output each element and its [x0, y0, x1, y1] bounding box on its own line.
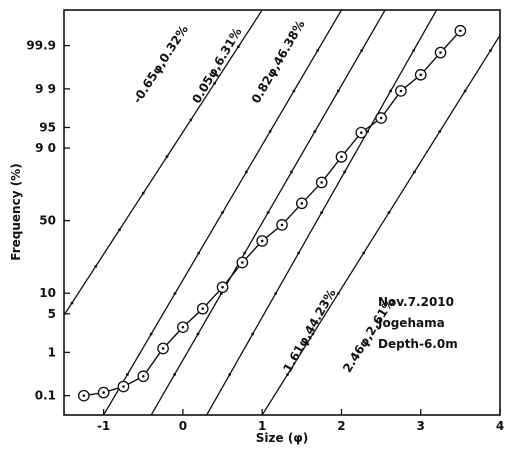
y-tick-label: 1	[48, 345, 56, 359]
component-label-1: -0.65φ,0.32%	[130, 23, 191, 106]
component-dot	[362, 251, 366, 255]
component-dot	[94, 264, 98, 268]
x-tick-label: 1	[258, 419, 266, 433]
x-tick-label: 3	[417, 419, 425, 433]
site-annotation: Nov.7.2010 Jogehama Depth-6.0m	[377, 295, 458, 351]
measured-point-center	[221, 285, 224, 289]
measured-point-center	[241, 261, 244, 264]
y-tick-label: 9 9	[35, 82, 56, 96]
component-dot	[118, 228, 121, 232]
measured-point-center	[459, 29, 462, 33]
x-axis-title: Size (φ)	[256, 431, 308, 445]
measured-point-center	[102, 391, 105, 394]
component-dot	[237, 45, 240, 49]
component-dot	[290, 170, 293, 174]
component-dot	[228, 373, 232, 376]
component-dot	[196, 332, 200, 336]
measured-point-center	[340, 155, 343, 159]
annotation-date: Nov.7.2010	[378, 295, 454, 309]
component-dot	[336, 292, 340, 295]
component-dot	[251, 332, 255, 336]
x-tick-label: -1	[97, 419, 110, 433]
x-tick-label: 4	[496, 419, 504, 433]
component-label-3: 0.82φ,46.38%	[249, 18, 308, 106]
y-tick-label: 10	[39, 286, 56, 300]
component-dot	[197, 251, 201, 255]
component-dot	[438, 130, 442, 133]
measured-point-center	[141, 374, 145, 378]
component-dot	[412, 170, 416, 174]
component-dot	[313, 130, 317, 133]
y-axis-title: Frequency (%)	[9, 163, 23, 260]
y-tick-label: 50	[39, 214, 56, 228]
component-dot	[173, 373, 176, 376]
measured-point-center	[201, 307, 205, 310]
component-dot	[412, 49, 415, 52]
component-dot	[336, 89, 340, 93]
x-tick-label: 2	[337, 419, 345, 433]
component-dot	[70, 301, 74, 305]
measured-point-center	[161, 347, 165, 350]
measured-point-center	[181, 325, 185, 329]
component-dot	[320, 211, 324, 214]
component-dot	[389, 89, 393, 93]
measured-point-center	[260, 239, 264, 243]
annotation-site: Jogehama	[377, 316, 445, 330]
measured-point-center	[300, 202, 304, 205]
annotation-depth: Depth-6.0m	[378, 337, 458, 351]
measured-point-center	[359, 131, 363, 134]
component-dot	[463, 89, 467, 93]
component-dot	[213, 81, 217, 85]
x-tick-label: 0	[179, 419, 187, 433]
component-dot	[268, 130, 272, 133]
measured-point-center	[439, 51, 442, 54]
measured-point-center	[379, 116, 383, 120]
component-dot	[126, 373, 129, 376]
component-dot	[316, 49, 320, 52]
y-tick-label: 95	[39, 120, 56, 134]
component-dot	[274, 292, 278, 295]
plot-frame	[63, 9, 501, 416]
component-dot	[165, 155, 169, 158]
component-dot	[149, 332, 153, 336]
y-tick-label: 0.1	[35, 389, 56, 403]
component-dot	[243, 251, 247, 255]
component-dot	[387, 211, 391, 214]
measured-point-center	[122, 385, 125, 388]
component-dot	[189, 118, 193, 122]
y-tick-label: 5	[48, 307, 56, 321]
component-dot	[286, 373, 289, 376]
measured-point-center	[320, 181, 323, 184]
measured-point-center	[419, 73, 423, 77]
component-dot	[311, 332, 315, 336]
component-dot	[360, 49, 364, 52]
component-dot	[292, 89, 296, 93]
component-label-4: 1.61φ,44.23%	[280, 287, 338, 375]
component-dot	[266, 211, 270, 214]
component-dot	[47, 338, 50, 341]
component-dot	[244, 170, 248, 174]
component-dot	[489, 49, 492, 52]
y-tick-label: 9 0	[35, 141, 56, 155]
component-dot	[173, 292, 177, 295]
component-dot	[221, 211, 224, 214]
y-tick-label: 99.9	[26, 39, 56, 53]
measured-point-center	[280, 223, 284, 227]
component-dot	[343, 170, 347, 174]
measured-point-center	[399, 89, 403, 93]
component-dot	[141, 191, 145, 195]
component-label-2: 0.05φ,6.31%	[189, 25, 244, 106]
component-dot	[297, 251, 301, 255]
measured-point-center	[82, 394, 86, 397]
